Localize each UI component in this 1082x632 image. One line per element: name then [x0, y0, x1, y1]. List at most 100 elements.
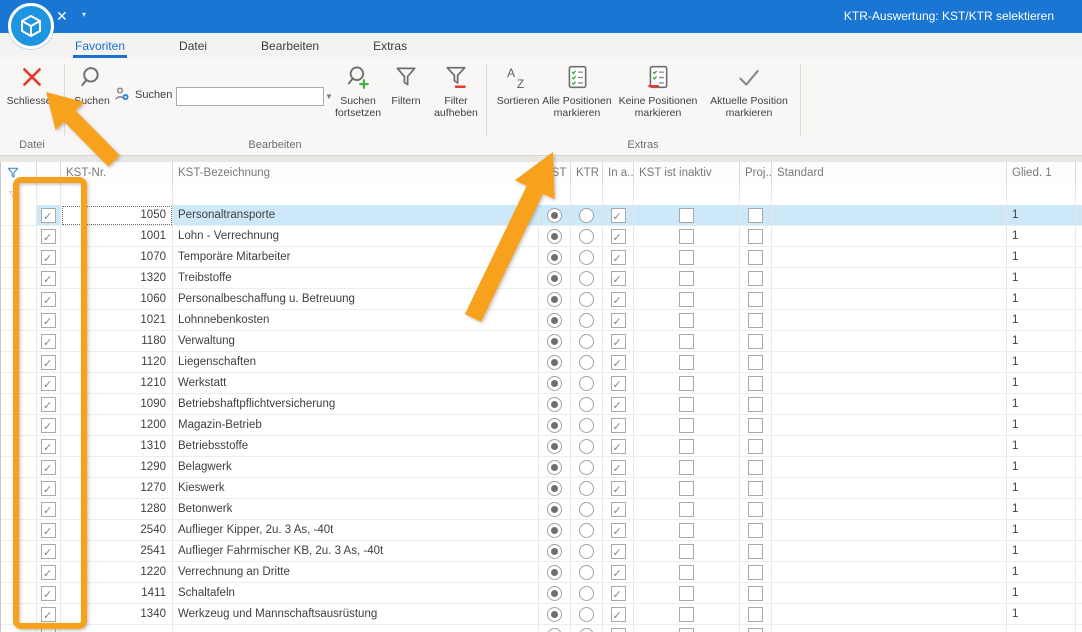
- proj-checkbox[interactable]: [748, 396, 763, 412]
- proj-checkbox[interactable]: [748, 459, 763, 475]
- search-input[interactable]: [177, 90, 325, 103]
- in-a-checkbox[interactable]: [610, 270, 626, 288]
- kst-inaktiv-checkbox[interactable]: [679, 270, 694, 286]
- combobox-dropdown-icon[interactable]: ▼: [325, 92, 333, 101]
- row-select-checkbox[interactable]: [41, 312, 56, 330]
- ktr-radio[interactable]: [579, 354, 594, 370]
- row-select-checkbox[interactable]: [41, 480, 56, 498]
- in-a-checkbox[interactable]: [610, 333, 626, 351]
- proj-checkbox[interactable]: [748, 627, 763, 632]
- proj-checkbox[interactable]: [748, 375, 763, 391]
- kst-radio[interactable]: [547, 480, 562, 496]
- row-select-checkbox[interactable]: [41, 375, 56, 393]
- filtern-button[interactable]: Filtern: [384, 62, 428, 107]
- ktr-radio[interactable]: [579, 564, 594, 580]
- schliessen-button[interactable]: Schliessen: [2, 62, 62, 107]
- in-a-checkbox[interactable]: [610, 522, 626, 540]
- in-a-checkbox[interactable]: [610, 543, 626, 561]
- kst-inaktiv-checkbox[interactable]: [679, 375, 694, 391]
- in-a-checkbox[interactable]: [610, 291, 626, 309]
- ktr-radio[interactable]: [579, 333, 594, 349]
- kst-radio[interactable]: [547, 543, 562, 559]
- suchen-fortsetzen-button[interactable]: Suchen fortsetzen: [328, 62, 388, 119]
- ktr-radio[interactable]: [579, 438, 594, 454]
- in-a-checkbox[interactable]: [610, 417, 626, 435]
- proj-checkbox[interactable]: [748, 228, 763, 244]
- row-select-checkbox[interactable]: [41, 501, 56, 519]
- tab-bearbeiten[interactable]: Bearbeiten: [261, 38, 320, 53]
- kst-inaktiv-checkbox[interactable]: [679, 459, 694, 475]
- ktr-radio[interactable]: [579, 249, 594, 265]
- row-select-checkbox[interactable]: [41, 291, 56, 309]
- filter-cell[interactable]: [61, 185, 173, 205]
- proj-checkbox[interactable]: [748, 501, 763, 517]
- kst-radio[interactable]: [547, 417, 562, 433]
- row-select-checkbox[interactable]: [41, 396, 56, 414]
- kst-inaktiv-checkbox[interactable]: [679, 207, 694, 223]
- filter-cell[interactable]: [634, 185, 740, 205]
- ktr-radio[interactable]: [579, 228, 594, 244]
- kst-radio[interactable]: [547, 585, 562, 601]
- in-a-checkbox[interactable]: [610, 396, 626, 414]
- filter-cell[interactable]: [37, 185, 61, 205]
- row-select-checkbox[interactable]: [41, 270, 56, 288]
- proj-checkbox[interactable]: [748, 207, 763, 223]
- kst-radio[interactable]: [547, 291, 562, 307]
- kst-inaktiv-checkbox[interactable]: [679, 585, 694, 601]
- kst-radio[interactable]: [547, 228, 562, 244]
- kst-inaktiv-checkbox[interactable]: [679, 564, 694, 580]
- kst-radio[interactable]: [547, 354, 562, 370]
- kst-radio[interactable]: [547, 312, 562, 328]
- kst-inaktiv-checkbox[interactable]: [679, 333, 694, 349]
- table-row[interactable]: [1, 625, 1082, 632]
- ktr-radio[interactable]: [579, 270, 594, 286]
- proj-checkbox[interactable]: [748, 312, 763, 328]
- kst-radio[interactable]: [547, 459, 562, 475]
- ktr-radio[interactable]: [579, 543, 594, 559]
- kst-inaktiv-checkbox[interactable]: [679, 291, 694, 307]
- ktr-radio[interactable]: [579, 522, 594, 538]
- in-a-checkbox[interactable]: [610, 501, 626, 519]
- row-select-checkbox[interactable]: [41, 627, 56, 632]
- kst-inaktiv-checkbox[interactable]: [679, 543, 694, 559]
- in-a-checkbox[interactable]: [610, 207, 626, 225]
- kst-radio[interactable]: [547, 606, 562, 622]
- header-proj[interactable]: Proj...: [740, 162, 772, 185]
- tab-extras[interactable]: Extras: [373, 38, 408, 53]
- ktr-radio[interactable]: [579, 585, 594, 601]
- header-checkbox-col[interactable]: [37, 162, 61, 185]
- aktuelle-position-markieren-button[interactable]: Aktuelle Position markieren: [702, 62, 796, 119]
- header-ktr[interactable]: KTR: [571, 162, 603, 185]
- header-kst[interactable]: KST: [539, 162, 571, 185]
- header-in-a[interactable]: In a...: [603, 162, 634, 185]
- kst-inaktiv-checkbox[interactable]: [679, 480, 694, 496]
- kst-radio[interactable]: [547, 207, 562, 223]
- proj-checkbox[interactable]: [748, 333, 763, 349]
- in-a-checkbox[interactable]: [610, 480, 626, 498]
- proj-checkbox[interactable]: [748, 480, 763, 496]
- proj-checkbox[interactable]: [748, 522, 763, 538]
- header-standard[interactable]: Standard: [772, 162, 1007, 185]
- kst-radio[interactable]: [547, 375, 562, 391]
- ktr-radio[interactable]: [579, 480, 594, 496]
- in-a-checkbox[interactable]: [610, 354, 626, 372]
- header-filter-cell[interactable]: [1, 162, 37, 185]
- ktr-radio[interactable]: [579, 417, 594, 433]
- tab-datei[interactable]: Datei: [179, 38, 208, 53]
- kst-inaktiv-checkbox[interactable]: [679, 249, 694, 265]
- kst-radio[interactable]: [547, 438, 562, 454]
- filter-aufheben-button[interactable]: Filter aufheben: [428, 62, 484, 119]
- close-icon[interactable]: ✕: [56, 8, 68, 24]
- ktr-radio[interactable]: [579, 396, 594, 412]
- kst-radio[interactable]: [547, 522, 562, 538]
